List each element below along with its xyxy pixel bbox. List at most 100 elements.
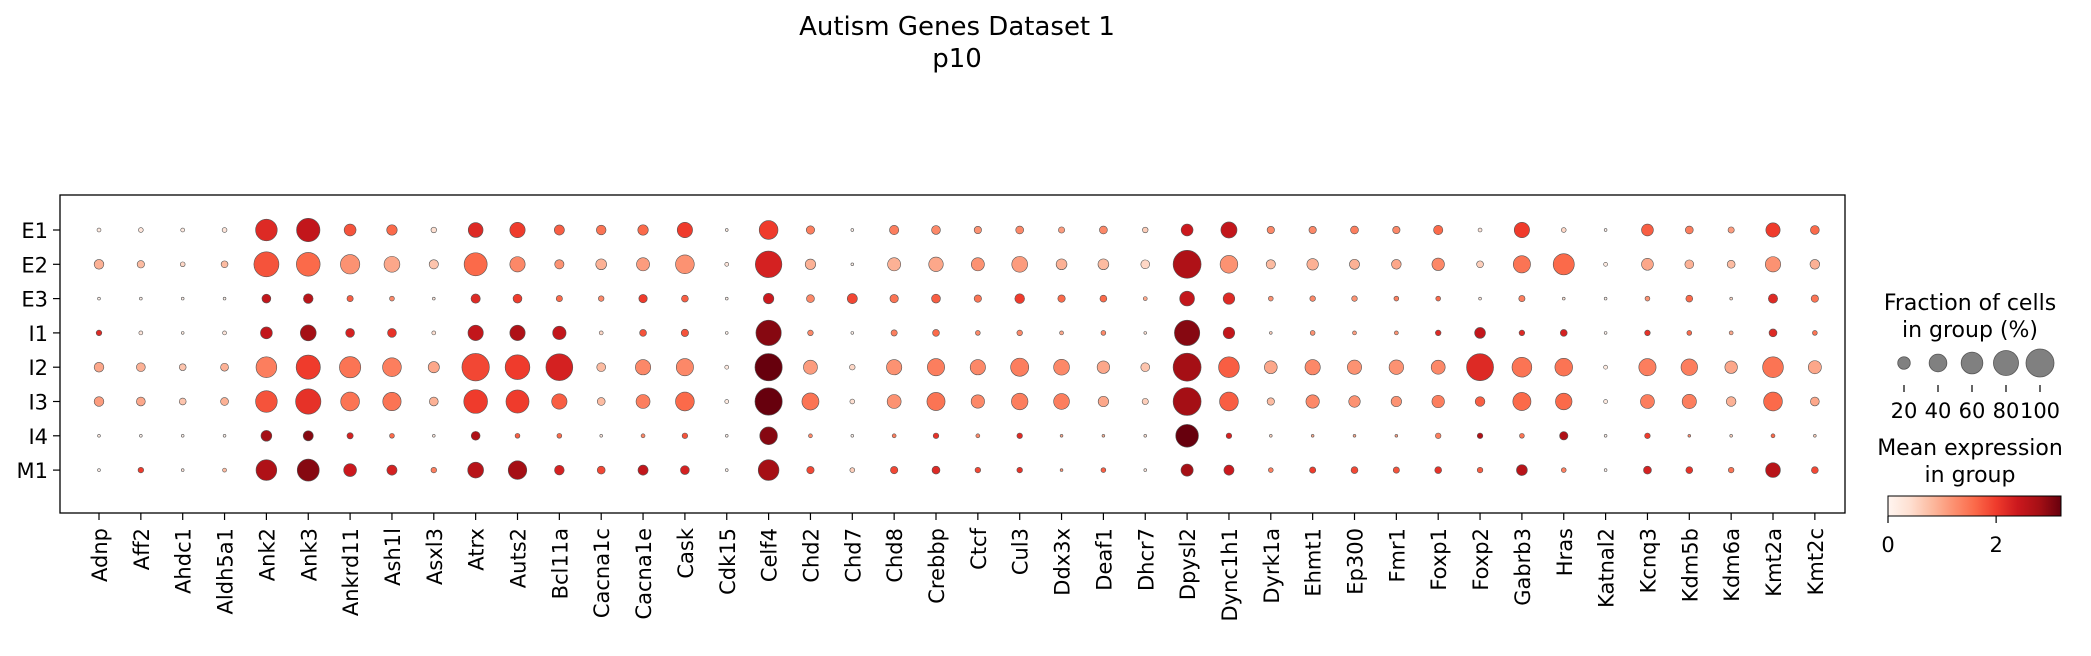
x-tick-label-Atrx: Atrx: [465, 528, 489, 571]
dot-E3-Gabrb3: [1518, 295, 1526, 303]
dot-I1-Katnal2: [1603, 331, 1608, 335]
dot-M1-Kcnq3: [1643, 465, 1652, 475]
size-legend-dot-100: [2025, 348, 2055, 378]
dot-I2-Ankrd11: [339, 356, 362, 379]
size-legend: 20 40 60 80 100: [1891, 348, 2060, 423]
size-legend-title-line1: Fraction of cells: [1884, 291, 2056, 316]
dot-E3-Ank3: [303, 293, 314, 304]
dot-I4-Ankrd11: [346, 432, 354, 440]
dot-I1-Kcnq3: [1644, 329, 1651, 337]
size-legend-dot-80: [1993, 350, 2019, 376]
dot-E1-Aldh5a1: [221, 227, 228, 233]
x-tick-label-Kcnq3: Kcnq3: [1636, 528, 1660, 593]
dot-I1-Ank2: [260, 326, 273, 340]
dot-I3-Fmr1: [1390, 395, 1402, 408]
dot-E2-Cul3: [1011, 256, 1028, 273]
dot-E3-Cacna1c: [598, 295, 605, 302]
dot-E3-Kcnq3: [1644, 295, 1651, 302]
dot-I1-Kdm6a: [1728, 330, 1734, 336]
dot-I4-Kdm6a: [1729, 434, 1733, 438]
dot-M1-Cul3: [1016, 467, 1023, 474]
dot-E2-Kdm6a: [1726, 260, 1736, 269]
dot-I2-Katnal2: [1603, 364, 1608, 370]
dot-I4-Chd2: [808, 433, 813, 439]
dot-E2-Ahdc1: [179, 261, 186, 268]
dot-E1-Kdm5b: [1685, 225, 1694, 235]
dot-E2-Katnal2: [1603, 262, 1608, 267]
dot-M1-Deaf1: [1100, 467, 1107, 473]
dot-M1-Katnal2: [1603, 468, 1608, 472]
dot-E2-Cacna1e: [636, 257, 650, 272]
dot-E3-Ankrd11: [346, 295, 354, 303]
dot-E2-Ank3: [296, 252, 321, 277]
dot-I2-Deaf1: [1096, 360, 1110, 374]
dot-E2-Dpysl2: [1172, 249, 1202, 279]
dot-M1-Kmt2c: [1811, 466, 1819, 474]
dot-I3-Ep300: [1348, 395, 1361, 408]
dot-I3-Kcnq3: [1640, 394, 1655, 409]
dot-I4-Ank2: [260, 430, 273, 442]
dot-E2-Deaf1: [1097, 258, 1110, 271]
dot-I3-Aff2: [136, 396, 146, 407]
dot-E2-Asxl3: [428, 259, 439, 270]
dot-E1-Ash1l: [386, 224, 398, 236]
dot-I1-Cacna1e: [639, 329, 647, 337]
dot-I1-Dhcr7: [1143, 331, 1147, 335]
dot-E1-Foxp1: [1433, 225, 1444, 235]
dot-E3-Hras: [1562, 296, 1566, 301]
dot-I4-Auts2: [514, 433, 521, 439]
dot-I4-Bcl11a: [556, 433, 563, 439]
x-tick-label-Ep300: Ep300: [1344, 528, 1368, 595]
x-tick-label-Dync1h1: Dync1h1: [1218, 528, 1242, 622]
dot-I3-Deaf1: [1097, 395, 1109, 408]
dot-M1-Ank3: [296, 458, 320, 482]
dot-I1-Cacna1c: [598, 330, 604, 336]
dot-E2-Dyrk1a: [1265, 259, 1276, 270]
dot-I1-Foxp2: [1474, 327, 1486, 339]
x-tick-label-Kdm5b: Kdm5b: [1678, 528, 1702, 602]
x-tick-label-Cul3: Cul3: [1009, 528, 1033, 575]
dot-I1-Ep300: [1352, 330, 1357, 336]
dot-I2-Gabrb3: [1511, 357, 1533, 378]
size-legend-dot-20: [1897, 356, 1911, 370]
dot-I1-Ddx3x: [1059, 330, 1064, 336]
y-tick-label-I3: I3: [28, 391, 48, 415]
dot-I4-Chd8: [891, 433, 897, 439]
dot-E3-Aldh5a1: [222, 296, 227, 301]
dot-E1-Dyrk1a: [1266, 226, 1275, 235]
dot-I3-Dhcr7: [1141, 398, 1149, 405]
dot-E3-Cask: [681, 294, 689, 303]
dot-I4-Ddx3x: [1059, 434, 1064, 438]
dot-E1-Dpysl2: [1180, 223, 1194, 237]
x-tick-label-Adnp: Adnp: [88, 528, 112, 582]
dot-E1-Crebbp: [931, 225, 941, 235]
dot-I3-Ddx3x: [1053, 393, 1070, 410]
dot-I3-Foxp2: [1474, 396, 1486, 407]
dot-E2-Cacna1c: [595, 258, 607, 271]
dot-I3-Dpysl2: [1172, 387, 1202, 416]
dot-E2-Gabrb3: [1512, 255, 1531, 274]
dot-I1-Ahdc1: [181, 331, 185, 335]
dot-M1-Ehmt1: [1309, 466, 1317, 474]
dot-E3-Aff2: [139, 296, 143, 301]
dot-E3-Cacna1e: [638, 294, 648, 304]
dot-E2-Celf4: [755, 250, 783, 278]
dot-I4-Dpysl2: [1175, 424, 1199, 448]
dot-M1-Chd7: [849, 467, 856, 473]
dot-I2-Ctcf: [969, 359, 986, 376]
dot-I4-Celf4: [759, 426, 778, 445]
dot-E1-Aff2: [138, 227, 144, 233]
dot-E3-Ddx3x: [1057, 294, 1066, 303]
dot-M1-Kmt2a: [1765, 462, 1781, 478]
dot-M1-Fmr1: [1392, 466, 1400, 474]
dot-E1-Foxp2: [1477, 227, 1483, 233]
y-tick-label-I4: I4: [28, 425, 48, 449]
dot-E1-Gabrb3: [1513, 222, 1530, 238]
dot-I3-Ank2: [255, 390, 278, 413]
dot-E2-Adnp: [93, 259, 105, 270]
dot-I2-Bcl11a: [545, 353, 574, 381]
dot-E3-Bcl11a: [555, 295, 563, 303]
dot-I2-Ddx3x: [1053, 358, 1070, 376]
dot-E1-Fmr1: [1392, 226, 1401, 235]
